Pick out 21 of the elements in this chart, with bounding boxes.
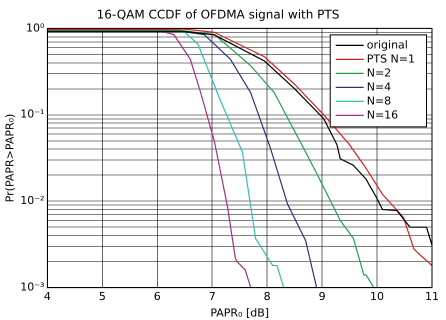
legend-label: N=2: [366, 66, 392, 80]
y-tick-label: 10⁰: [26, 21, 45, 34]
x-tick-label: 7: [208, 290, 216, 304]
x-tick-label: 4: [44, 290, 51, 304]
x-tick-label: 5: [98, 290, 106, 304]
legend-label: N=16: [366, 108, 398, 122]
y-axis-title: Pr(PAPR>PAPR₀): [3, 114, 16, 202]
x-tick-label: 10: [370, 290, 384, 304]
x-tick-label: 11: [425, 290, 439, 304]
legend-label: PTS N=1: [366, 52, 416, 66]
x-tick-label: 9: [318, 290, 326, 304]
x-tick-label: 8: [264, 290, 271, 304]
y-tick-label: 10⁻¹: [20, 108, 44, 121]
x-tick-label: 6: [154, 290, 161, 304]
y-tick-label: 10⁻²: [20, 194, 44, 208]
legend-label: original: [366, 38, 408, 52]
chart-title: 16-QAM CCDF of OFDMA signal with PTS: [96, 7, 340, 22]
y-tick-label: 10⁻³: [20, 280, 44, 294]
legend-label: N=8: [366, 94, 392, 108]
x-axis-title: PAPR₀ [dB]: [210, 306, 270, 320]
legend-label: N=4: [366, 80, 392, 94]
